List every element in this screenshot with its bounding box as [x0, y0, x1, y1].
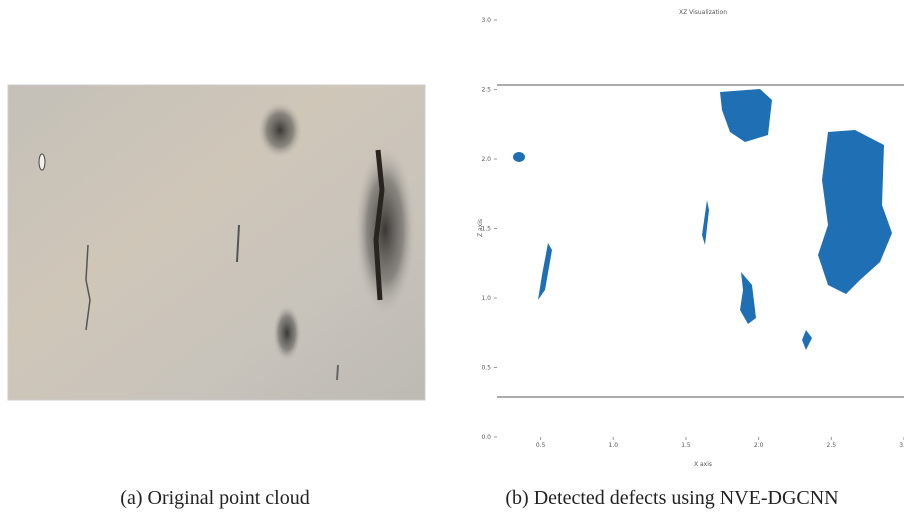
- defect-region: [818, 130, 892, 294]
- x-tick-label: 1.0: [609, 442, 619, 449]
- y-tick-label: 2.0: [481, 156, 491, 163]
- y-tick-label: 1.0: [481, 295, 491, 302]
- defect-regions: [513, 89, 892, 350]
- y-tick-label: 3.0: [481, 17, 491, 24]
- crack: [337, 365, 338, 380]
- defect: [273, 305, 301, 361]
- defect-region: [702, 200, 709, 245]
- photo: [8, 85, 425, 400]
- defect: [355, 145, 415, 315]
- caption: (b) Detected defects using NVE-DGCNN: [505, 487, 838, 509]
- defect-region: [802, 330, 812, 350]
- defect: [258, 102, 302, 158]
- x-tick-label: 2.5: [827, 442, 837, 449]
- defect-region: [720, 89, 772, 142]
- y-tick-label: 0.5: [481, 365, 491, 372]
- y-tick-label: 2.5: [481, 87, 491, 94]
- defect: [39, 154, 45, 170]
- x-tick-label: 3.0: [899, 442, 904, 449]
- x-tick-label: 1.5: [681, 442, 691, 449]
- defect-region: [740, 272, 756, 324]
- x-tick-label: 0.5: [536, 442, 546, 449]
- x-tick-label: 2.0: [754, 442, 764, 449]
- y-tick-label: 0.0: [481, 434, 491, 441]
- chart-title: XZ Visualization: [679, 9, 727, 16]
- x-axis-label: X axis: [694, 461, 712, 468]
- y-tick-label: 1.5: [481, 226, 491, 233]
- defect-region: [538, 243, 552, 300]
- plot: XZ Visualization X axis Z axis: [477, 9, 904, 468]
- caption: (a) Original point cloud: [120, 487, 309, 509]
- figure: XZ Visualization X axis Z axis (a) Origi…: [0, 0, 904, 517]
- defect-region: [513, 152, 525, 162]
